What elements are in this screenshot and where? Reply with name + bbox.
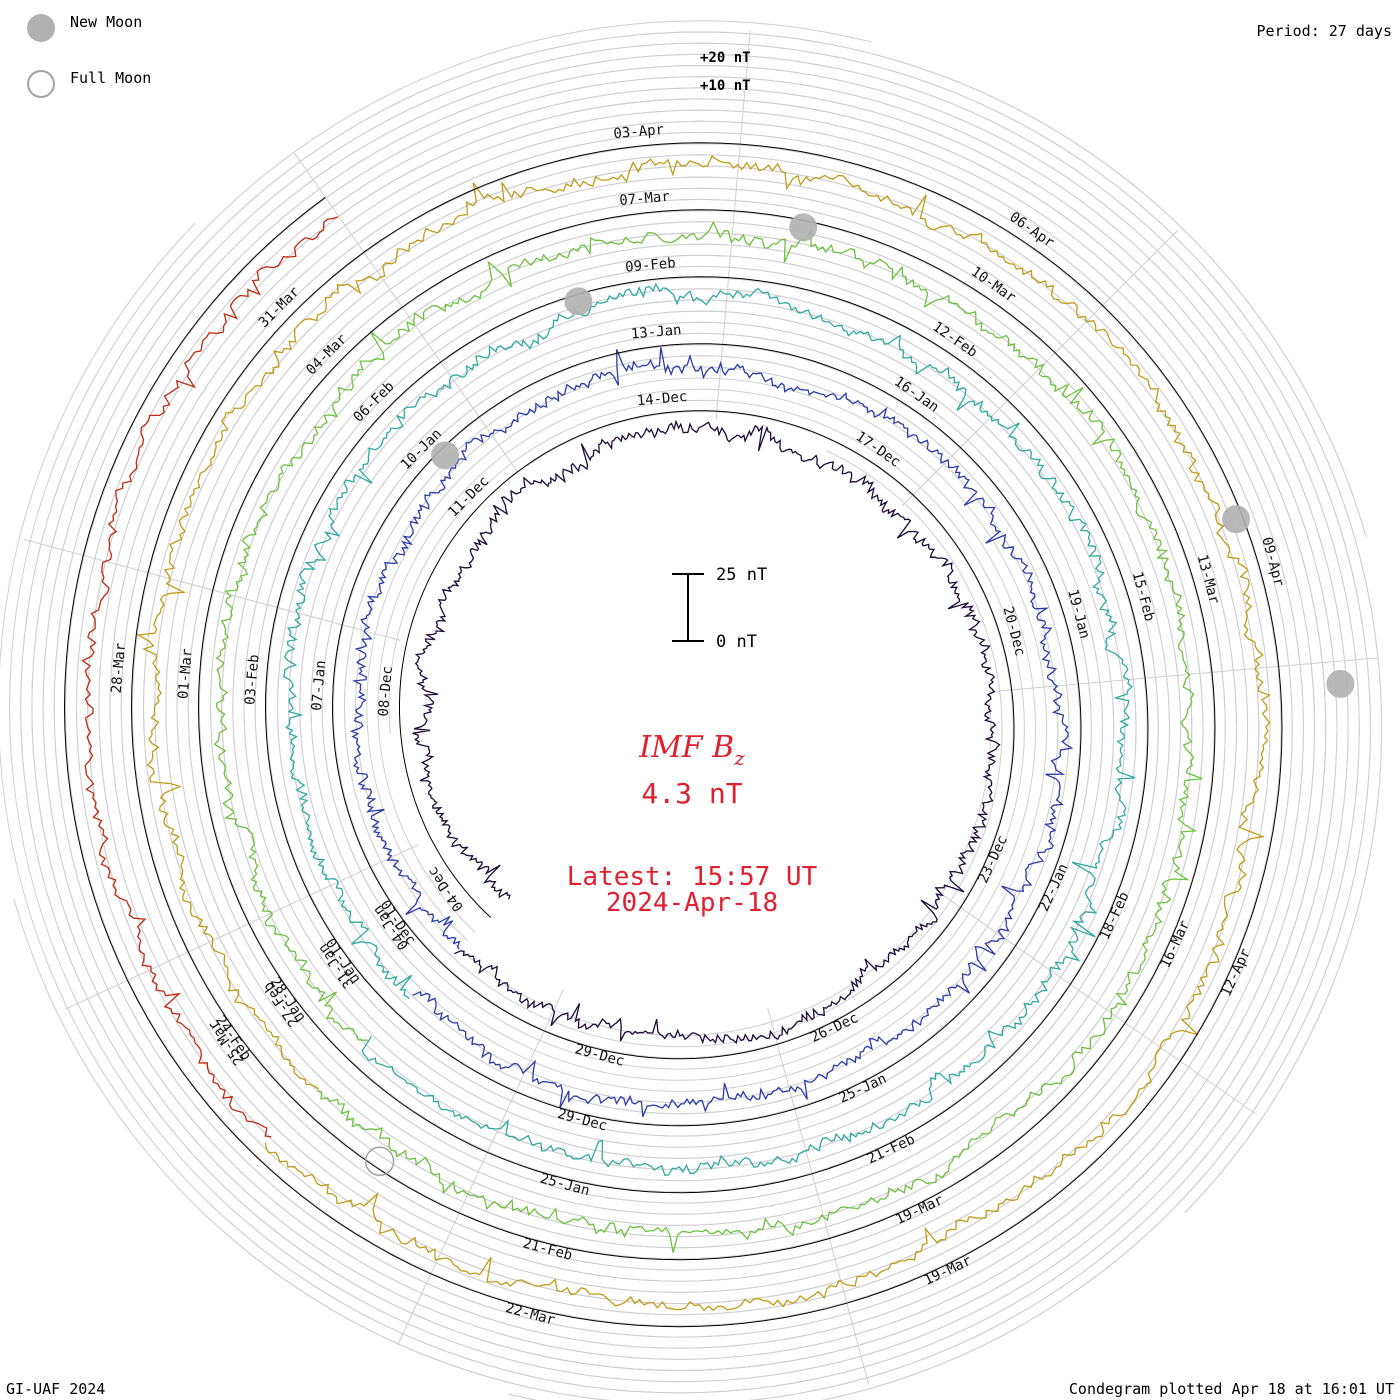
date-label: 08-Dec [376, 665, 396, 717]
grid-ring [20, 31, 1367, 1372]
reference-level-label: +20 nT [700, 50, 751, 66]
date-label: 25-Jan [837, 1071, 890, 1107]
footer-credit: GI-UAF 2024 [6, 1380, 106, 1398]
date-label: 04-Mar [303, 331, 350, 378]
date-label: 07-Jan [309, 660, 329, 712]
trace-15-Apr [81, 216, 339, 1138]
baseline-15-Apr [63, 196, 326, 1155]
date-label: 25-Jan [538, 1171, 591, 1200]
radial-tick [935, 889, 1256, 1115]
trace-01-Jan [349, 347, 1074, 1118]
date-label: 10-Mar [968, 264, 1019, 306]
date-label: 01-Mar [175, 648, 195, 700]
chart-title: IMF Bz [638, 730, 745, 770]
date-label: 19-Mar [922, 1253, 975, 1289]
date-label: 31-Mar [256, 284, 303, 331]
chart-date-labels: 04-Dec08-Dec11-Dec14-Dec17-Dec20-Dec23-D… [109, 122, 1287, 1329]
new-moon-marker [1222, 505, 1251, 534]
scale-bar-top-label: 25 nT [716, 565, 767, 585]
radial-tick [293, 152, 519, 473]
grid-ring [8, 20, 1338, 1383]
radial-tick [64, 844, 419, 1011]
latest-date: 2024-Apr-18 [606, 888, 778, 918]
date-label: 29-Dec [556, 1106, 609, 1135]
trace-04-Dec [412, 419, 1001, 1045]
reference-level-labels: +20 nT +10 nT [700, 50, 751, 94]
chart-title-subscript: z [733, 746, 745, 770]
baseline-22-Mar [130, 142, 1283, 1328]
new-moon-legend-label: New Moon [70, 13, 143, 31]
radial-tick [23, 538, 401, 641]
grid-ring [42, 53, 1372, 1400]
trace-24-Feb [213, 220, 1203, 1253]
date-label: 16-Jan [891, 374, 942, 416]
baseline-04-Dec [399, 410, 1015, 1060]
date-label: 17-Dec [853, 429, 904, 471]
grid-ring [0, 76, 1349, 1394]
baseline-01-Jan [331, 343, 1082, 1127]
scale-bar: 25 nT 0 nT [672, 565, 767, 652]
scale-bar-bottom-label: 0 nT [716, 632, 757, 652]
date-label: 23-Dec [975, 833, 1011, 886]
baseline-24-Feb [197, 209, 1216, 1261]
grid-ring [13, 64, 1360, 1400]
date-label: 03-Apr [613, 122, 665, 142]
date-label: 19-Mar [893, 1192, 946, 1228]
new-moon-marker [431, 441, 460, 470]
radial-tick [715, 30, 751, 420]
chart-grid [0, 20, 1383, 1400]
date-label: 26-Dec [808, 1010, 861, 1046]
radial-tick [397, 989, 564, 1344]
date-label: 22-Mar [504, 1300, 557, 1329]
trace-28-Jan [283, 282, 1136, 1176]
baseline-28-Jan [264, 276, 1149, 1194]
date-label: 14-Dec [636, 389, 688, 409]
date-label: 09-Feb [625, 255, 677, 275]
date-label: 29-Dec [573, 1041, 626, 1070]
footer-plot-time: Condegram plotted Apr 18 at 16:01 UT [1068, 1380, 1394, 1398]
moon-markers [364, 213, 1355, 1177]
full-moon-legend-icon [27, 70, 55, 98]
date-label: 12-Feb [929, 319, 980, 361]
date-label: 03-Feb [242, 654, 262, 706]
period-label: Period: 27 days [1256, 22, 1392, 40]
full-moon-legend-label: Full Moon [70, 69, 152, 87]
full-moon-marker [364, 1146, 395, 1177]
date-label: 21-Feb [521, 1235, 574, 1264]
date-label: 06-Feb [351, 379, 398, 426]
date-label: 18-Feb [1097, 890, 1133, 943]
date-label: 16-Mar [1157, 918, 1193, 971]
date-label: 13-Jan [630, 322, 682, 342]
new-moon-marker [564, 287, 593, 316]
current-value: 4.3 nT [641, 777, 742, 810]
date-label: 07-Mar [619, 189, 671, 209]
grid-ring [42, 53, 1372, 1400]
radial-tick [988, 657, 1378, 693]
chart-radial-ticks [23, 30, 1378, 1385]
chart-traces [63, 142, 1283, 1328]
grid-ring [31, 42, 1383, 1360]
trace-22-Mar [136, 154, 1271, 1312]
new-moon-legend-icon [27, 14, 55, 42]
chart-title-main: IMF B [638, 730, 734, 765]
new-moon-marker [789, 213, 818, 242]
new-moon-marker [1326, 669, 1355, 698]
date-label: 06-Apr [1006, 209, 1057, 251]
date-label: 21-Feb [865, 1131, 918, 1167]
date-label: 22-Jan [1036, 861, 1072, 914]
radial-tick [767, 1007, 870, 1385]
latest-time: Latest: 15:57 UT [567, 862, 818, 892]
date-label: 11-Dec [445, 473, 492, 520]
date-label: 12-Apr [1218, 946, 1254, 999]
date-label: 28-Mar [109, 642, 129, 694]
date-label: 04-Dec [425, 864, 467, 915]
reference-level-label: +10 nT [700, 78, 751, 94]
